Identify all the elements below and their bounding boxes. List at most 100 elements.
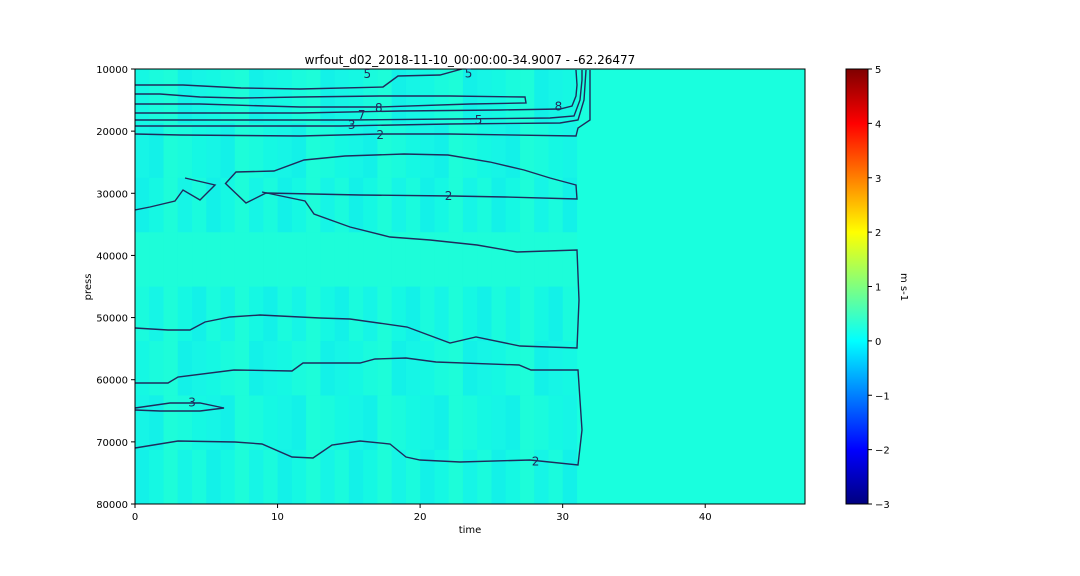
heatmap-cell [334,232,349,287]
heatmap-cell [505,341,521,396]
heatmap-cell [391,177,406,233]
heatmap-cell [277,69,292,124]
heatmap-cell [548,123,563,178]
heatmap-cell [249,177,264,233]
contour-line [135,402,225,412]
heatmap-cell [192,341,207,396]
heatmap-cell [263,69,278,124]
heatmap-cell [448,286,464,342]
heatmap-cell [548,69,563,124]
heatmap-cell [434,395,449,450]
heatmap-cell [562,395,578,450]
heatmap-cell [434,286,449,342]
x-tick-label: 0 [132,512,138,523]
heatmap-cell [405,123,421,178]
heatmap-cell [306,286,321,342]
heatmap-cell [192,449,207,504]
heatmap-cell [520,286,535,342]
heatmap-cell [163,395,178,450]
heatmap-cell [462,286,478,342]
x-tick-label: 10 [271,512,284,523]
heatmap-cell [505,177,521,233]
contour-line [135,93,527,108]
contour-label: 2 [532,455,540,469]
y-tick-label: 40000 [96,251,128,262]
heatmap-cell [548,449,563,504]
heatmap-cell [348,449,364,504]
heatmap-cell [177,449,193,504]
heatmap-cell [363,341,378,396]
heatmap-cell [477,232,492,287]
heatmap-cell [220,69,235,124]
heatmap-cell [249,69,264,124]
heatmap-cell [562,177,578,233]
heatmap-cell [135,449,150,504]
heatmap-cell [334,449,349,504]
heatmap-cell [562,341,578,396]
heatmap-cell [234,449,250,504]
heatmap-cell [548,286,563,342]
heatmap-cell [420,286,435,342]
heatmap-cell [177,232,193,287]
heatmap-cell [135,341,150,396]
heatmap-cell [234,177,250,233]
heatmap-cell [491,286,506,342]
heatmap-cell [291,341,307,396]
heatmap-cell [320,449,335,504]
heatmap-cell [177,123,193,178]
heatmap-cell [277,341,292,396]
heatmap-cell [391,123,406,178]
heatmap-cell [234,395,250,450]
plot-frame [134,68,806,505]
x-axis-title: time [459,525,482,536]
heatmap-cell [263,286,278,342]
heatmap-cell [135,177,150,233]
heatmap-cell [163,286,178,342]
colorbar-tick-label: 1 [875,283,881,294]
heatmap-cell [448,177,464,233]
heatmap-cell [491,449,506,504]
heatmap-cell [377,286,392,342]
heatmap-cell [249,395,264,450]
heatmap-cell [363,395,378,450]
heatmap-cell [263,123,278,178]
contour-label: 2 [376,128,384,142]
heatmap-cell [334,286,349,342]
heatmap-cell [263,449,278,504]
contour-label: 3 [188,396,196,410]
heatmap-cell [234,341,250,396]
plot-area [135,69,805,504]
contour-line [135,70,583,121]
colorbar-tick-label: −2 [875,446,890,457]
heatmap-cell [149,395,164,450]
y-tick-label: 50000 [96,314,128,325]
y-tick-label: 30000 [96,189,128,200]
heatmap-cell [534,449,549,504]
heatmap-cell [192,177,207,233]
heatmap-cell [505,232,521,287]
x-tick-label: 40 [699,512,712,523]
heatmap-cell [462,449,478,504]
heatmap-cell [562,69,578,124]
heatmap-cell [206,286,221,342]
heatmap-cell [291,69,307,124]
heatmap-cell [220,232,235,287]
heatmap-cell [234,123,250,178]
heatmap-cell [420,449,435,504]
heatmap-cell [177,286,193,342]
heatmap-cell [448,395,464,450]
heatmap-cell [505,395,521,450]
heatmap-cell [135,123,150,178]
heatmap-cell [377,395,392,450]
heatmap-cell [220,286,235,342]
chart-title: wrfout_d02_2018-11-10_00:00:00-34.9007 -… [305,53,636,67]
heatmap-cell [263,232,278,287]
contour-label: 5 [475,113,483,127]
contour-label: 5 [465,66,473,80]
heatmap-cell [177,177,193,233]
heatmap-cell [377,232,392,287]
heatmap-cell [206,341,221,396]
x-tick-label: 20 [414,512,427,523]
heatmap-cell [391,395,406,450]
heatmap-cell [434,341,449,396]
